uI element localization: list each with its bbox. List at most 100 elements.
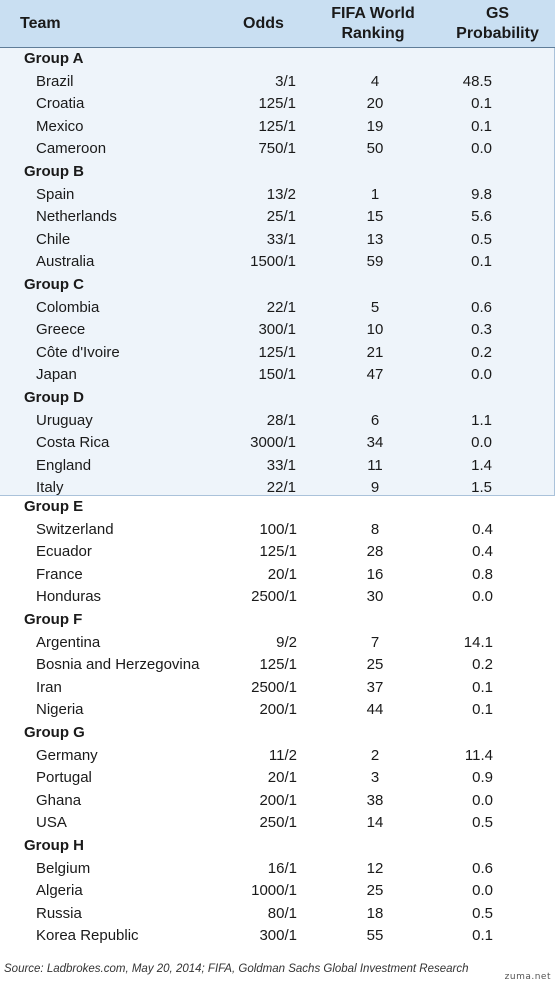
probability-cell: 0.1 (471, 117, 492, 135)
probability-cell: 0.5 (472, 814, 493, 832)
probability-cell: 0.0 (471, 140, 492, 158)
ranking-cell: 4 (370, 72, 380, 90)
odds-cell: 11/2 (268, 746, 297, 764)
odds-cell: 250/1 (259, 814, 297, 832)
odds-cell: 20/1 (267, 565, 297, 583)
group-header-row: Group A (0, 48, 554, 71)
team-cell: Brazil (36, 72, 74, 90)
group-name: Group B (24, 162, 84, 180)
team-cell: France (36, 565, 83, 583)
ranking-cell: 21 (366, 343, 384, 361)
header-ranking-line2: Ranking (341, 25, 405, 42)
group-name: Group F (24, 610, 83, 628)
probability-cell: 0.3 (471, 321, 492, 339)
ranking-cell: 3 (370, 769, 380, 787)
odds-cell: 150/1 (258, 366, 296, 384)
team-cell: Mexico (36, 117, 84, 135)
probability-cell: 0.1 (471, 253, 492, 271)
group-name: Group C (24, 275, 84, 293)
header-probability: GS Probability (445, 4, 550, 44)
odds-cell: 80/1 (267, 904, 297, 922)
probability-cell: 0.1 (472, 678, 493, 696)
team-cell: Switzerland (36, 520, 114, 538)
table-row: Argentina 9/2 7 14.1 (0, 632, 555, 655)
odds-cell: 125/1 (258, 343, 296, 361)
probability-cell: 11.4 (464, 746, 493, 764)
group-header-row: Group C (0, 274, 554, 297)
ranking-cell: 25 (366, 656, 384, 674)
table-row: Nigeria 200/1 44 0.1 (0, 699, 555, 722)
odds-cell: 13/2 (266, 185, 296, 203)
team-cell: Chile (36, 230, 71, 248)
odds-cell: 2500/1 (251, 588, 297, 606)
odds-cell: 33/1 (266, 456, 296, 474)
table-row: Portugal 20/1 3 0.9 (0, 767, 555, 790)
odds-cell: 22/1 (266, 298, 296, 316)
odds-cell: 100/1 (259, 520, 297, 538)
table-row: Uruguay 28/1 6 1.1 (0, 410, 554, 433)
ranking-cell: 19 (366, 117, 384, 135)
odds-cell: 750/1 (258, 140, 296, 158)
ranking-cell: 25 (366, 882, 384, 900)
probability-cell: 0.0 (471, 434, 492, 452)
group-name: Group D (24, 388, 84, 406)
ranking-cell: 7 (370, 633, 380, 651)
group-name: Group E (24, 498, 84, 515)
group-name: Group G (24, 723, 85, 741)
probability-cell: 5.6 (471, 208, 492, 226)
table-row: Greece 300/1 10 0.3 (0, 319, 554, 342)
ranking-cell: 30 (366, 588, 384, 606)
ranking-cell: 11 (367, 456, 383, 474)
team-cell: Côte d'Ivoire (36, 343, 120, 361)
table-row: Russia 80/1 18 0.5 (0, 903, 555, 926)
team-cell: Netherlands (36, 208, 117, 226)
team-cell: Honduras (36, 588, 102, 606)
odds-cell: 300/1 (259, 927, 297, 945)
probability-cell: 0.5 (471, 230, 492, 248)
group-header-row: Group D (0, 387, 554, 410)
probability-cell: 0.9 (472, 769, 493, 787)
table-row: Italy 22/1 9 1.5 (0, 477, 554, 500)
odds-cell: 3/1 (275, 72, 296, 90)
odds-cell: 3000/1 (250, 434, 296, 452)
table-row: Iran 2500/1 37 0.1 (0, 677, 555, 700)
probability-cell: 48.5 (462, 72, 492, 90)
odds-cell: 300/1 (258, 321, 296, 339)
ranking-cell: 6 (370, 411, 380, 429)
table-row: Brazil 3/1 4 48.5 (0, 71, 554, 94)
team-cell: Argentina (36, 633, 101, 651)
ranking-cell: 10 (366, 321, 384, 339)
ranking-cell: 16 (366, 565, 384, 583)
team-cell: Russia (36, 904, 82, 922)
ranking-cell: 44 (366, 701, 384, 719)
team-cell: Portugal (36, 769, 92, 787)
table-row: Korea Republic 300/1 55 0.1 (0, 925, 555, 948)
table-row: France 20/1 16 0.8 (0, 564, 555, 587)
team-cell: Nigeria (36, 701, 84, 719)
ranking-cell: 1 (370, 185, 380, 203)
team-cell: Ghana (36, 791, 82, 809)
table-section-groups-a-d: Group A Brazil 3/1 4 48.5 Croatia 125/1 20 0.1 Me… (0, 48, 555, 496)
probability-cell: 14.1 (463, 633, 493, 651)
odds-cell: 28/1 (266, 411, 296, 429)
odds-cell: 25/1 (266, 208, 296, 226)
team-cell: Bosnia and Herzegovina (36, 656, 200, 674)
team-cell: Colombia (36, 298, 100, 316)
team-cell: USA (36, 814, 67, 832)
header-ranking: FIFA World Ranking (318, 4, 428, 44)
table-row: Netherlands 25/1 15 5.6 (0, 206, 554, 229)
table-row: Spain 13/2 1 9.8 (0, 184, 554, 207)
probability-cell: 0.0 (471, 366, 492, 384)
probability-cell: 0.6 (471, 298, 492, 316)
table-row: England 33/1 11 1.4 (0, 455, 554, 478)
team-cell: Costa Rica (36, 434, 110, 452)
table-row: Cameroon 750/1 50 0.0 (0, 138, 554, 161)
ranking-cell: 55 (366, 927, 384, 945)
odds-cell: 2500/1 (251, 678, 297, 696)
odds-cell: 125/1 (258, 95, 296, 113)
table-row: Colombia 22/1 5 0.6 (0, 297, 554, 320)
table-row: Costa Rica 3000/1 34 0.0 (0, 432, 554, 455)
probability-cell: 1.5 (471, 479, 492, 497)
table-row: Ecuador 125/1 28 0.4 (0, 541, 555, 564)
ranking-cell: 28 (366, 543, 384, 561)
